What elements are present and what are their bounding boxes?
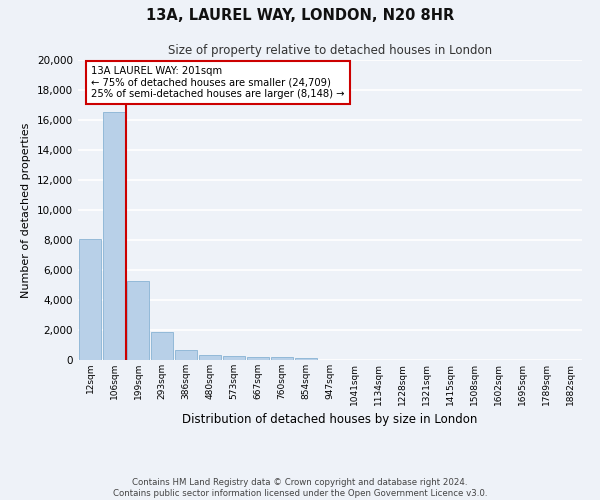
Bar [295,358,317,360]
Bar [175,350,197,360]
Y-axis label: Number of detached properties: Number of detached properties [22,122,31,298]
Bar [199,355,221,360]
Title: Size of property relative to detached houses in London: Size of property relative to detached ho… [168,44,492,58]
Bar [223,356,245,360]
Text: Contains HM Land Registry data © Crown copyright and database right 2024.
Contai: Contains HM Land Registry data © Crown c… [113,478,487,498]
Bar [103,112,125,360]
Bar [247,356,269,360]
Bar [79,238,101,360]
Text: 13A, LAUREL WAY, LONDON, N20 8HR: 13A, LAUREL WAY, LONDON, N20 8HR [146,8,454,22]
Bar [151,332,173,360]
Text: 13A LAUREL WAY: 201sqm
← 75% of detached houses are smaller (24,709)
25% of semi: 13A LAUREL WAY: 201sqm ← 75% of detached… [91,66,344,99]
Bar [127,280,149,360]
X-axis label: Distribution of detached houses by size in London: Distribution of detached houses by size … [182,413,478,426]
Bar [271,358,293,360]
